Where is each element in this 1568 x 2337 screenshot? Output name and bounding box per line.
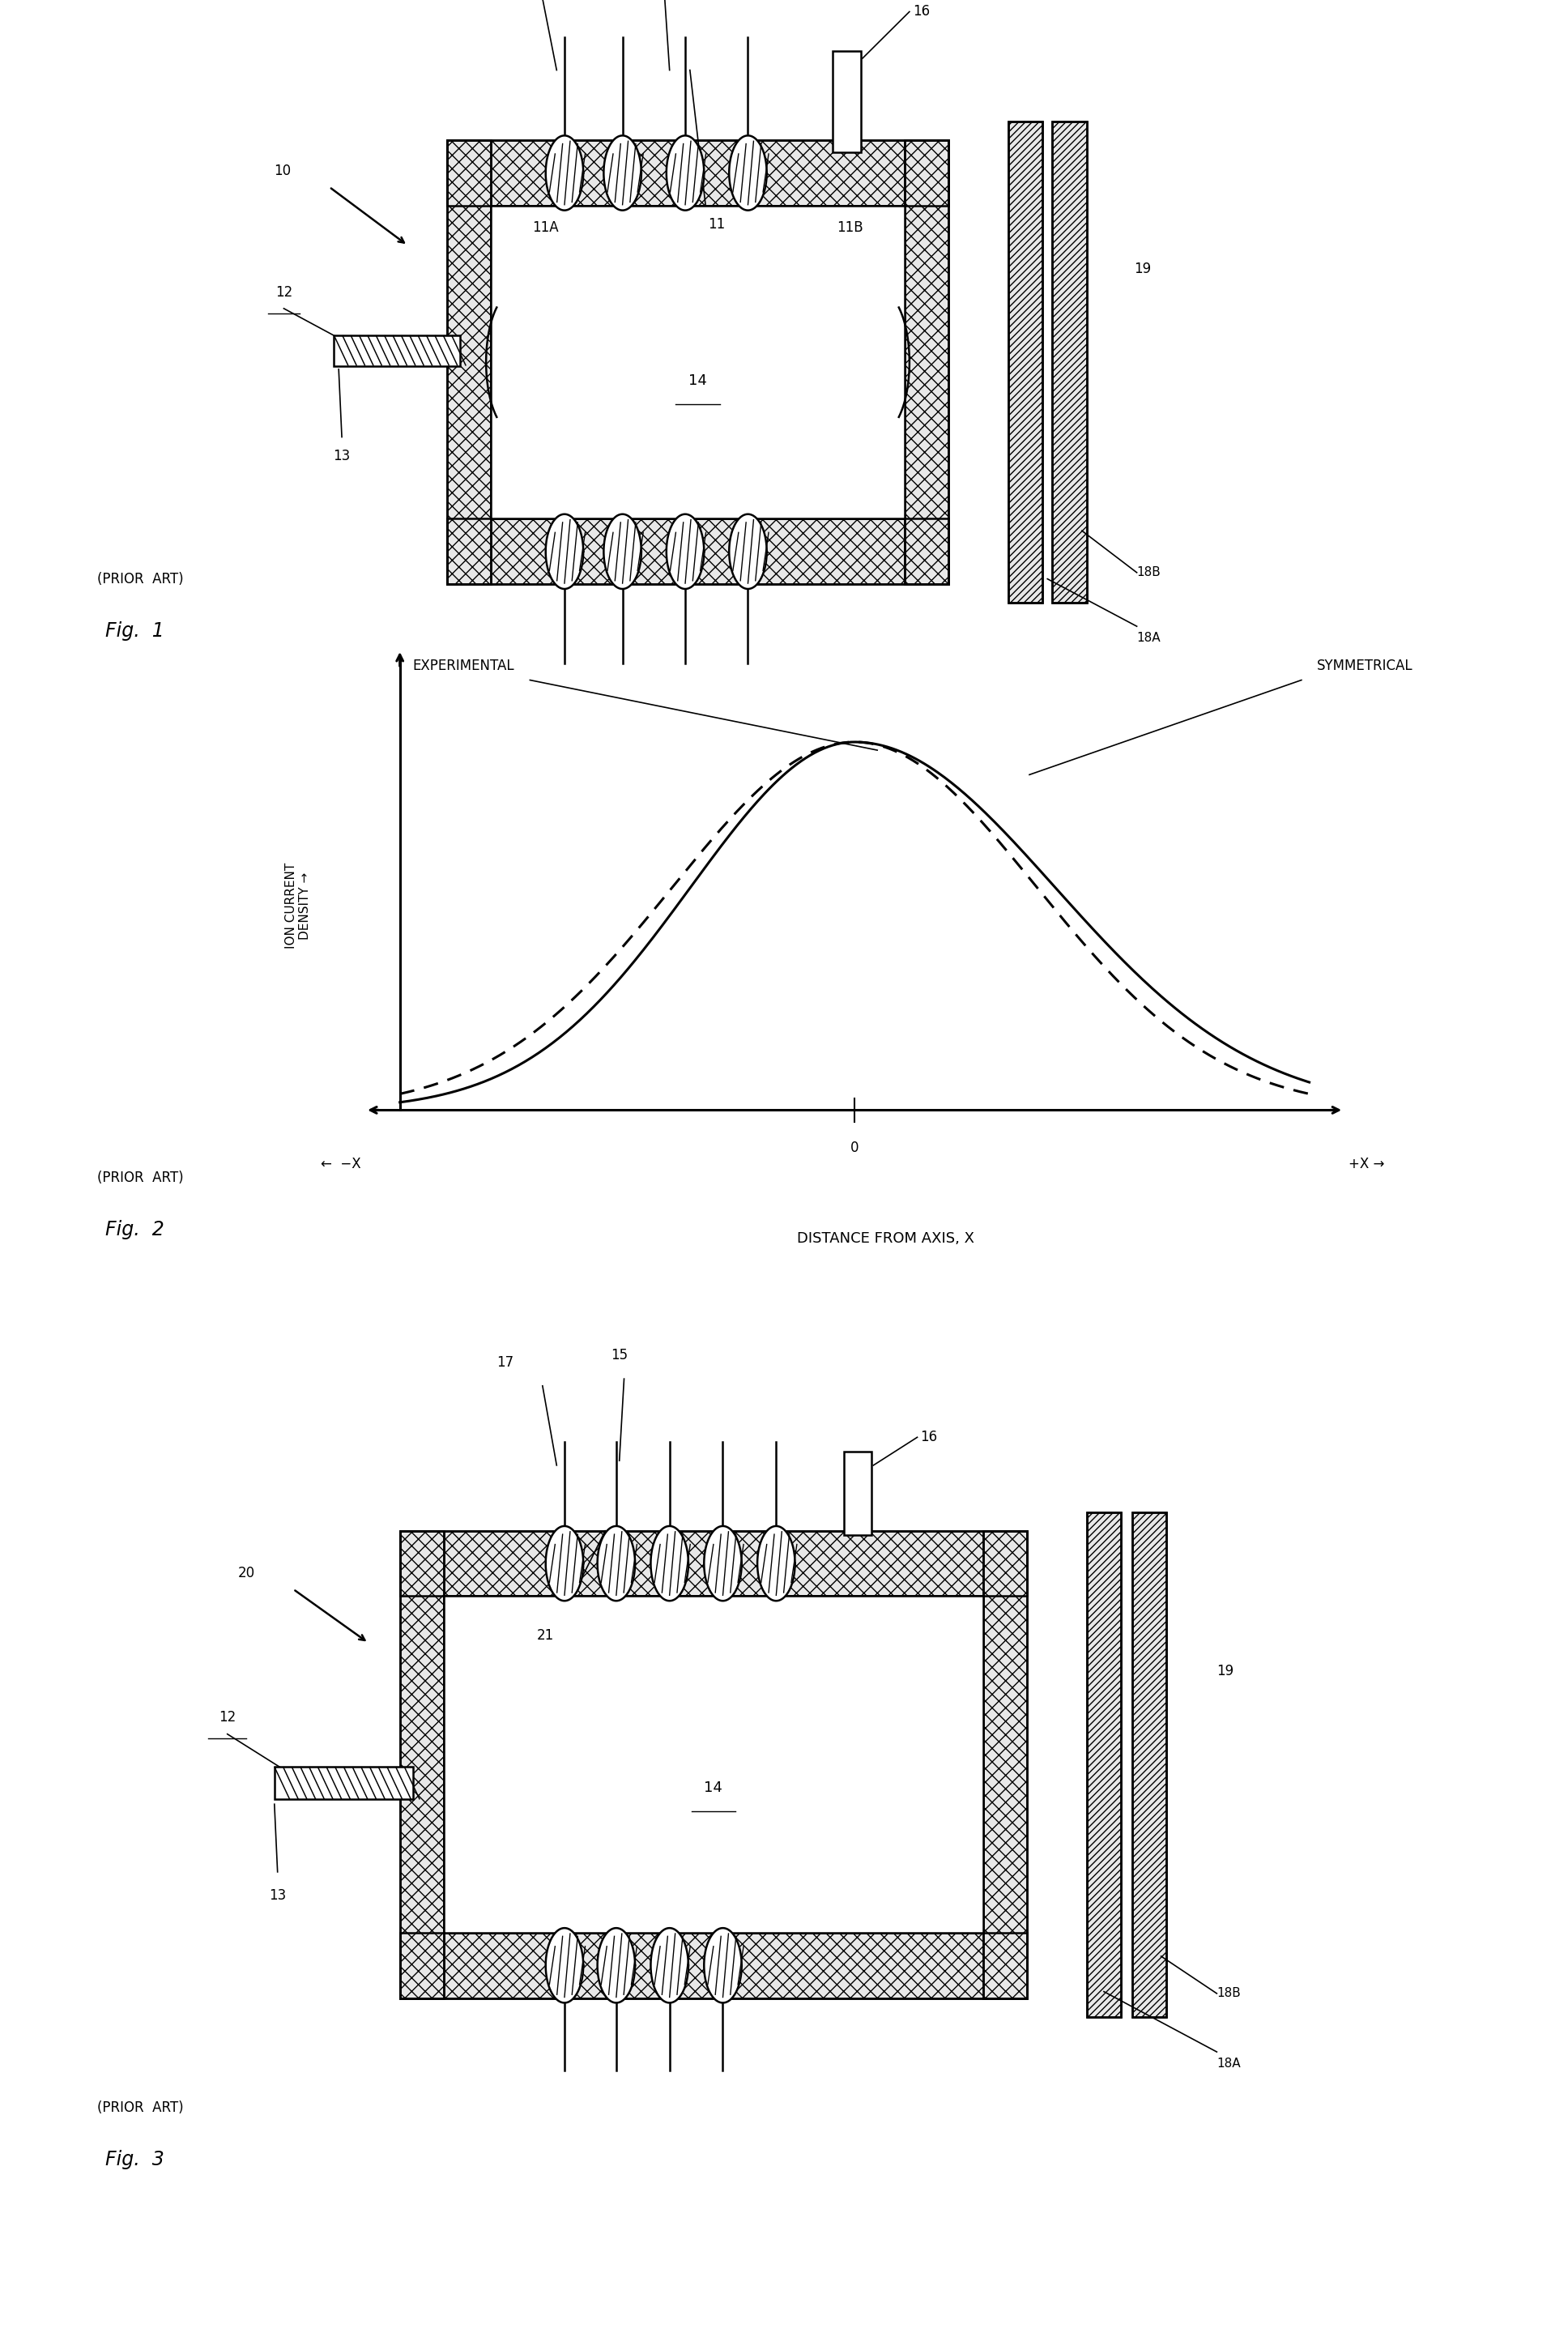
Polygon shape [546,136,583,210]
Polygon shape [546,514,583,589]
Text: 18A: 18A [1217,2057,1240,2071]
Bar [400,1531,444,1998]
Polygon shape [757,1526,795,1601]
Text: SYMMETRICAL: SYMMETRICAL [1317,659,1413,673]
Text: EXPERIMENTAL: EXPERIMENTAL [412,659,514,673]
Text: 11A: 11A [533,220,558,236]
Bar [447,519,949,584]
Text: 18A: 18A [1137,631,1160,645]
Bar [400,1531,1027,1596]
Bar [983,1531,1027,1998]
Bar [1087,1512,1121,2017]
Text: 15: 15 [612,1348,627,1362]
Text: (PRIOR  ART): (PRIOR ART) [97,1171,183,1185]
Bar [400,1531,444,1998]
Polygon shape [604,514,641,589]
Bar [491,206,905,519]
Bar [1008,122,1043,603]
Text: 16: 16 [920,1430,938,1444]
Text: Fig.  1: Fig. 1 [105,622,165,640]
Text: 20: 20 [238,1566,254,1580]
Polygon shape [597,1928,635,2003]
Text: Fig.  3: Fig. 3 [105,2150,165,2169]
Text: 13: 13 [334,449,350,463]
Text: DISTANCE FROM AXIS, X: DISTANCE FROM AXIS, X [797,1232,975,1246]
Polygon shape [666,136,704,210]
Bar [1052,122,1087,603]
Bar [983,1531,1027,1998]
Text: ←  −X: ← −X [320,1157,361,1171]
Text: 10: 10 [274,164,290,178]
Polygon shape [704,1526,742,1601]
Text: (PRIOR  ART): (PRIOR ART) [97,2101,183,2115]
Text: (PRIOR  ART): (PRIOR ART) [97,573,183,587]
Bar [447,140,949,206]
Bar [1132,1512,1167,2017]
Text: 0: 0 [850,1140,859,1154]
Bar [844,1451,872,1535]
Bar [274,1767,412,1799]
Bar [447,140,949,206]
Text: Fig.  2: Fig. 2 [105,1220,165,1239]
Polygon shape [651,1526,688,1601]
Bar [447,519,949,584]
Text: 13: 13 [270,1888,285,1902]
Bar [334,334,459,365]
Bar [400,1531,1027,1596]
Polygon shape [597,1526,635,1601]
Bar [905,140,949,584]
Bar [833,51,861,152]
Polygon shape [604,136,641,210]
Bar [1087,1512,1121,2017]
Text: 18B: 18B [1217,1986,1240,2000]
Bar [1052,122,1087,603]
Bar [1008,122,1043,603]
Text: ION CURRENT
DENSITY →: ION CURRENT DENSITY → [285,862,310,949]
Text: 16: 16 [913,5,930,19]
Text: 11: 11 [709,217,724,231]
Polygon shape [651,1928,688,2003]
Text: 11B: 11B [837,220,862,236]
Bar [905,140,949,584]
Bar [400,1933,1027,1998]
Polygon shape [666,514,704,589]
Text: +X →: +X → [1348,1157,1385,1171]
Bar [447,140,491,584]
Text: 18B: 18B [1137,566,1160,580]
Text: 14: 14 [704,1781,723,1795]
Text: 19: 19 [1134,262,1151,276]
Polygon shape [546,1526,583,1601]
Text: 21: 21 [538,1629,554,1643]
Polygon shape [729,514,767,589]
Polygon shape [704,1928,742,2003]
Bar [444,1596,983,1933]
Bar [447,140,491,584]
Text: 17: 17 [497,1355,513,1369]
Text: 14: 14 [688,374,707,388]
Polygon shape [729,136,767,210]
Text: 19: 19 [1217,1664,1234,1678]
Bar [1132,1512,1167,2017]
Polygon shape [546,1928,583,2003]
Text: 12: 12 [276,285,292,299]
Text: 12: 12 [220,1711,235,1725]
Bar [400,1933,1027,1998]
